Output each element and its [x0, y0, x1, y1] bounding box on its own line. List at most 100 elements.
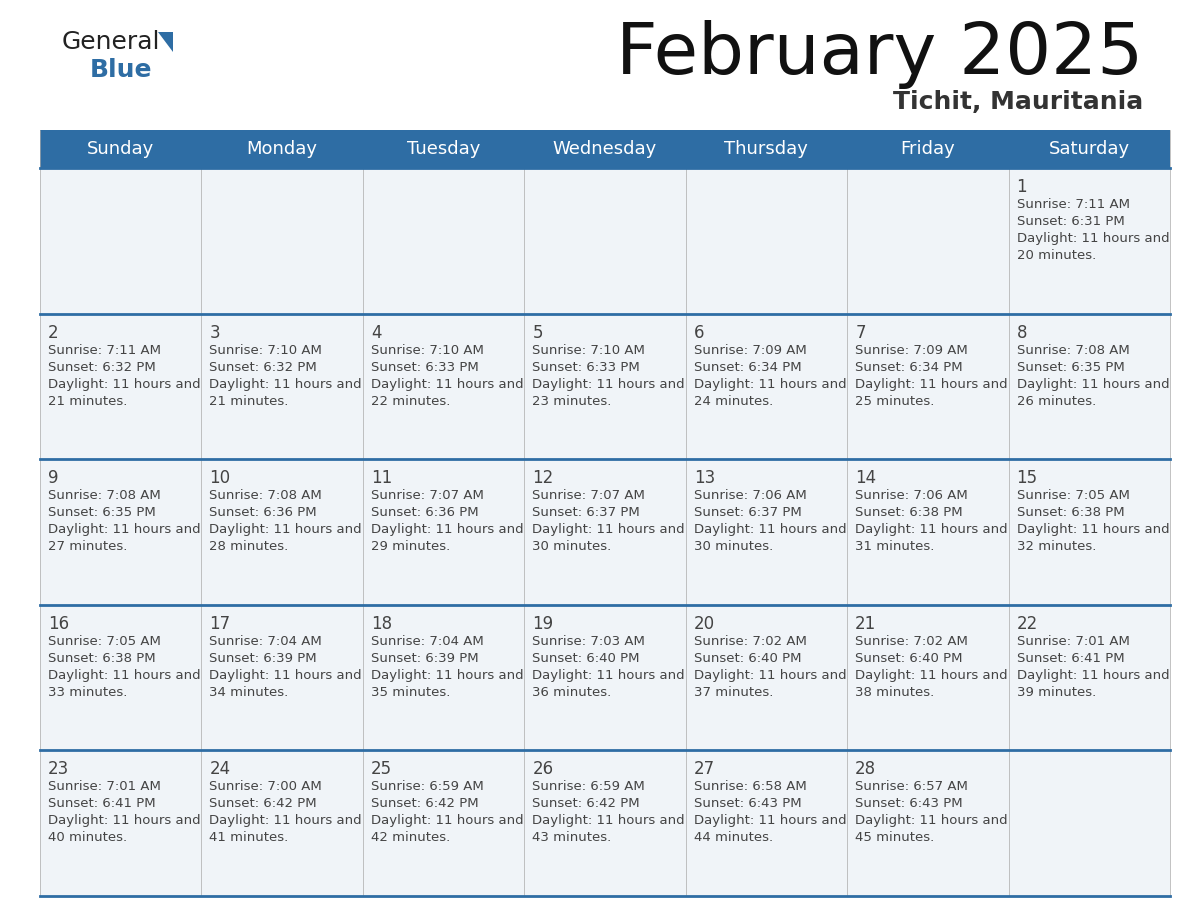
Text: Sunrise: 7:00 AM: Sunrise: 7:00 AM	[209, 780, 322, 793]
Bar	[685, 605, 847, 750]
Text: 14: 14	[855, 469, 877, 487]
Bar	[524, 130, 685, 168]
Text: Sunrise: 7:02 AM: Sunrise: 7:02 AM	[855, 635, 968, 648]
Text: Monday: Monday	[247, 140, 317, 158]
Text: Sunrise: 7:01 AM: Sunrise: 7:01 AM	[48, 780, 160, 793]
Bar	[1009, 130, 1170, 168]
Text: 26 minutes.: 26 minutes.	[1017, 395, 1095, 408]
Text: Sunrise: 7:11 AM: Sunrise: 7:11 AM	[1017, 198, 1130, 211]
Text: Daylight: 11 hours and: Daylight: 11 hours and	[1017, 669, 1169, 682]
Text: 27: 27	[694, 760, 715, 778]
Text: Daylight: 11 hours and: Daylight: 11 hours and	[694, 377, 846, 390]
Text: 8: 8	[1017, 324, 1028, 341]
Bar	[1009, 750, 1170, 896]
Bar	[202, 130, 362, 168]
Text: 25: 25	[371, 760, 392, 778]
Bar	[847, 459, 1009, 605]
Text: 11: 11	[371, 469, 392, 487]
Bar	[524, 168, 685, 314]
Bar	[362, 130, 524, 168]
Text: General: General	[62, 30, 160, 54]
Bar	[524, 605, 685, 750]
Text: 15: 15	[1017, 469, 1037, 487]
Text: Sunrise: 7:01 AM: Sunrise: 7:01 AM	[1017, 635, 1130, 648]
Text: 28 minutes.: 28 minutes.	[209, 540, 289, 554]
Text: 22: 22	[1017, 615, 1038, 633]
Text: Sunset: 6:39 PM: Sunset: 6:39 PM	[371, 652, 479, 665]
Text: 7: 7	[855, 324, 866, 341]
Bar	[685, 314, 847, 459]
Text: Sunrise: 7:08 AM: Sunrise: 7:08 AM	[209, 489, 322, 502]
Text: 43 minutes.: 43 minutes.	[532, 832, 612, 845]
Text: 12: 12	[532, 469, 554, 487]
Text: Sunset: 6:38 PM: Sunset: 6:38 PM	[855, 506, 962, 520]
Text: 5: 5	[532, 324, 543, 341]
Text: Saturday: Saturday	[1049, 140, 1130, 158]
Text: 20: 20	[694, 615, 715, 633]
Text: 6: 6	[694, 324, 704, 341]
Text: 27 minutes.: 27 minutes.	[48, 540, 127, 554]
Text: Sunset: 6:41 PM: Sunset: 6:41 PM	[1017, 652, 1124, 665]
Text: Daylight: 11 hours and: Daylight: 11 hours and	[48, 814, 201, 827]
Text: Friday: Friday	[901, 140, 955, 158]
Text: Sunset: 6:40 PM: Sunset: 6:40 PM	[694, 652, 801, 665]
Bar	[202, 459, 362, 605]
Text: Sunrise: 6:59 AM: Sunrise: 6:59 AM	[371, 780, 484, 793]
Text: Sunset: 6:43 PM: Sunset: 6:43 PM	[694, 798, 802, 811]
Text: Thursday: Thursday	[725, 140, 808, 158]
Text: Sunrise: 7:06 AM: Sunrise: 7:06 AM	[694, 489, 807, 502]
Text: Sunset: 6:38 PM: Sunset: 6:38 PM	[48, 652, 156, 665]
Text: 9: 9	[48, 469, 58, 487]
Text: Sunrise: 7:05 AM: Sunrise: 7:05 AM	[1017, 489, 1130, 502]
Text: Sunrise: 7:10 AM: Sunrise: 7:10 AM	[371, 343, 484, 356]
Text: Sunset: 6:34 PM: Sunset: 6:34 PM	[694, 361, 802, 374]
Bar	[1009, 314, 1170, 459]
Text: Sunday: Sunday	[87, 140, 154, 158]
Text: Blue: Blue	[90, 58, 152, 82]
Text: Sunset: 6:36 PM: Sunset: 6:36 PM	[371, 506, 479, 520]
Text: Daylight: 11 hours and: Daylight: 11 hours and	[855, 814, 1007, 827]
Text: Daylight: 11 hours and: Daylight: 11 hours and	[855, 377, 1007, 390]
Text: 37 minutes.: 37 minutes.	[694, 686, 773, 699]
Text: Sunset: 6:37 PM: Sunset: 6:37 PM	[532, 506, 640, 520]
Text: Daylight: 11 hours and: Daylight: 11 hours and	[371, 377, 524, 390]
Bar	[847, 750, 1009, 896]
Text: Daylight: 11 hours and: Daylight: 11 hours and	[855, 523, 1007, 536]
Text: Sunrise: 7:08 AM: Sunrise: 7:08 AM	[48, 489, 160, 502]
Text: 16: 16	[48, 615, 69, 633]
Text: Daylight: 11 hours and: Daylight: 11 hours and	[48, 523, 201, 536]
Text: 42 minutes.: 42 minutes.	[371, 832, 450, 845]
Bar	[202, 605, 362, 750]
Text: Daylight: 11 hours and: Daylight: 11 hours and	[209, 377, 362, 390]
Text: Daylight: 11 hours and: Daylight: 11 hours and	[532, 814, 685, 827]
Text: Sunrise: 7:06 AM: Sunrise: 7:06 AM	[855, 489, 968, 502]
Text: Daylight: 11 hours and: Daylight: 11 hours and	[1017, 232, 1169, 245]
Text: Sunset: 6:39 PM: Sunset: 6:39 PM	[209, 652, 317, 665]
Text: Daylight: 11 hours and: Daylight: 11 hours and	[371, 523, 524, 536]
Text: Daylight: 11 hours and: Daylight: 11 hours and	[1017, 523, 1169, 536]
Text: February 2025: February 2025	[615, 20, 1143, 89]
Text: Daylight: 11 hours and: Daylight: 11 hours and	[694, 669, 846, 682]
Text: 30 minutes.: 30 minutes.	[532, 540, 612, 554]
Text: Sunrise: 7:02 AM: Sunrise: 7:02 AM	[694, 635, 807, 648]
Bar	[1009, 605, 1170, 750]
Text: 2: 2	[48, 324, 58, 341]
Text: Daylight: 11 hours and: Daylight: 11 hours and	[371, 814, 524, 827]
Text: 10: 10	[209, 469, 230, 487]
Text: 25 minutes.: 25 minutes.	[855, 395, 935, 408]
Text: 33 minutes.: 33 minutes.	[48, 686, 127, 699]
Bar	[685, 459, 847, 605]
Text: 21 minutes.: 21 minutes.	[209, 395, 289, 408]
Text: Sunset: 6:41 PM: Sunset: 6:41 PM	[48, 798, 156, 811]
Text: Sunrise: 7:03 AM: Sunrise: 7:03 AM	[532, 635, 645, 648]
Text: 19: 19	[532, 615, 554, 633]
Text: Sunrise: 7:10 AM: Sunrise: 7:10 AM	[209, 343, 322, 356]
Text: Sunset: 6:38 PM: Sunset: 6:38 PM	[1017, 506, 1124, 520]
Text: 28: 28	[855, 760, 877, 778]
Text: Sunset: 6:36 PM: Sunset: 6:36 PM	[209, 506, 317, 520]
Text: Daylight: 11 hours and: Daylight: 11 hours and	[532, 377, 685, 390]
Text: Sunset: 6:40 PM: Sunset: 6:40 PM	[855, 652, 962, 665]
Text: Sunrise: 7:08 AM: Sunrise: 7:08 AM	[1017, 343, 1130, 356]
Bar	[40, 314, 202, 459]
Bar	[685, 750, 847, 896]
